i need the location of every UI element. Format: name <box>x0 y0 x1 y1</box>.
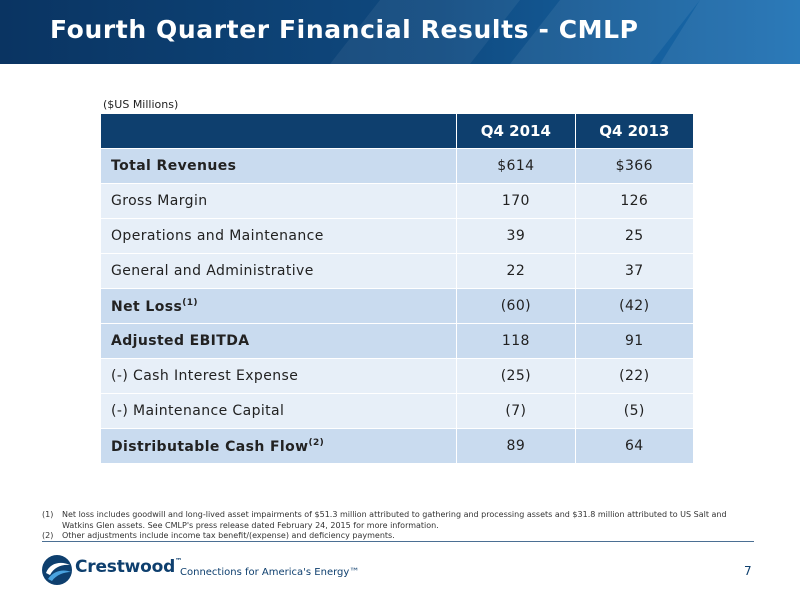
table-row: Operations and Maintenance 39 25 <box>101 218 693 254</box>
cell-q4-2013: 126 <box>574 183 693 219</box>
financial-results-table: Q4 2014 Q4 2013 Total Revenues $614 $366… <box>101 114 693 463</box>
cell-q4-2014: 22 <box>456 253 576 289</box>
row-label: Operations and Maintenance <box>101 218 457 254</box>
footnote: (1) Net loss includes goodwill and long-… <box>42 510 742 531</box>
row-label-text: Net Loss <box>111 298 183 315</box>
row-label: Total Revenues <box>101 148 457 184</box>
page-title: Fourth Quarter Financial Results - CMLP <box>50 15 639 44</box>
footer-tagline: Connections for America's Energy™ <box>180 567 360 578</box>
table-row: Total Revenues $614 $366 <box>101 148 693 184</box>
logo-text: Crestwood <box>75 557 176 577</box>
cell-q4-2014: 118 <box>456 323 576 359</box>
header-background-graphic <box>0 0 800 64</box>
column-header-q4-2014: Q4 2014 <box>456 114 576 149</box>
cell-q4-2013: 64 <box>574 428 693 463</box>
row-label: Gross Margin <box>101 183 457 219</box>
footnote-ref: (1) <box>182 297 198 308</box>
cell-q4-2013: 37 <box>574 253 693 289</box>
cell-q4-2014: 39 <box>456 218 576 254</box>
table-row: (-) Cash Interest Expense (25) (22) <box>101 358 693 394</box>
table-header-blank <box>101 114 457 149</box>
cell-q4-2014: (7) <box>456 393 576 429</box>
page-number: 7 <box>744 564 752 578</box>
table-row: General and Administrative 22 37 <box>101 253 693 289</box>
footnote-number: (1) <box>42 510 54 519</box>
cell-q4-2013: 25 <box>574 218 693 254</box>
cell-q4-2014: (60) <box>456 288 576 324</box>
table-row: (-) Maintenance Capital (7) (5) <box>101 393 693 429</box>
units-label: ($US Millions) <box>103 98 179 111</box>
cell-q4-2014: 170 <box>456 183 576 219</box>
table-row: Gross Margin 170 126 <box>101 183 693 219</box>
cell-q4-2014: (25) <box>456 358 576 394</box>
table-row: Distributable Cash Flow(2) 89 64 <box>101 428 693 463</box>
row-label-text: Distributable Cash Flow <box>111 438 309 455</box>
cell-q4-2013: $366 <box>574 148 693 184</box>
row-label: (-) Cash Interest Expense <box>101 358 457 394</box>
footnotes: (1) Net loss includes goodwill and long-… <box>42 510 742 542</box>
row-label: (-) Maintenance Capital <box>101 393 457 429</box>
footnote-number: (2) <box>42 531 54 540</box>
table-header-row: Q4 2014 Q4 2013 <box>101 114 693 149</box>
row-label: General and Administrative <box>101 253 457 289</box>
logo-wordmark: Crestwood™ <box>75 557 182 577</box>
row-label: Distributable Cash Flow(2) <box>101 428 457 463</box>
footnote: (2) Other adjustments include income tax… <box>42 531 742 542</box>
row-label: Net Loss(1) <box>101 288 457 324</box>
trademark-symbol: ™ <box>175 557 182 565</box>
cell-q4-2013: (5) <box>574 393 693 429</box>
table-row: Net Loss(1) (60) (42) <box>101 288 693 324</box>
cell-q4-2014: 89 <box>456 428 576 463</box>
footnote-ref: (2) <box>308 437 325 448</box>
cell-q4-2013: 91 <box>574 323 693 359</box>
footnote-text: Other adjustments include income tax ben… <box>62 531 395 540</box>
cell-q4-2013: (42) <box>574 288 693 324</box>
cell-q4-2014: $614 <box>456 148 576 184</box>
header-banner: Fourth Quarter Financial Results - CMLP <box>0 0 800 64</box>
footnote-text: Net loss includes goodwill and long-live… <box>62 510 727 530</box>
cell-q4-2013: (22) <box>574 358 693 394</box>
table-row: Adjusted EBITDA 118 91 <box>101 323 693 359</box>
column-header-q4-2013: Q4 2013 <box>574 114 693 149</box>
crestwood-logo-icon <box>42 555 72 585</box>
row-label: Adjusted EBITDA <box>101 323 457 359</box>
footer-divider <box>42 541 754 542</box>
